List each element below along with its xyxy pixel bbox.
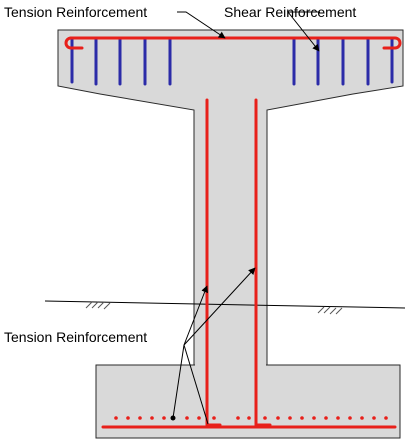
leader-bottom-left-to-right-bar	[183, 267, 256, 346]
shear-reinforcement-stirrups	[70, 36, 394, 86]
ground-hatch-right	[317, 306, 343, 315]
stem-footing-joint	[195, 360, 266, 368]
label-bottom-tension: Tension Reinforcement	[4, 329, 147, 345]
ground-hatch-left	[85, 301, 111, 310]
leader-bottom-left-to-footing-dot	[172, 344, 185, 419]
ground-line	[44, 300, 406, 309]
top-tension-bar	[64, 36, 402, 50]
leader-top-tension	[177, 11, 226, 39]
leader-bottom-left-to-left-bar	[183, 285, 208, 346]
footing-dotted-bars	[114, 416, 388, 420]
label-top-tension: Tension Reinforcement	[4, 4, 147, 20]
beam-concrete-section	[57, 29, 404, 366]
label-shear: Shear Reinforcement	[224, 4, 356, 20]
leader-bottom-left-to-footing-bar	[183, 344, 209, 425]
leader-shear	[286, 11, 320, 52]
